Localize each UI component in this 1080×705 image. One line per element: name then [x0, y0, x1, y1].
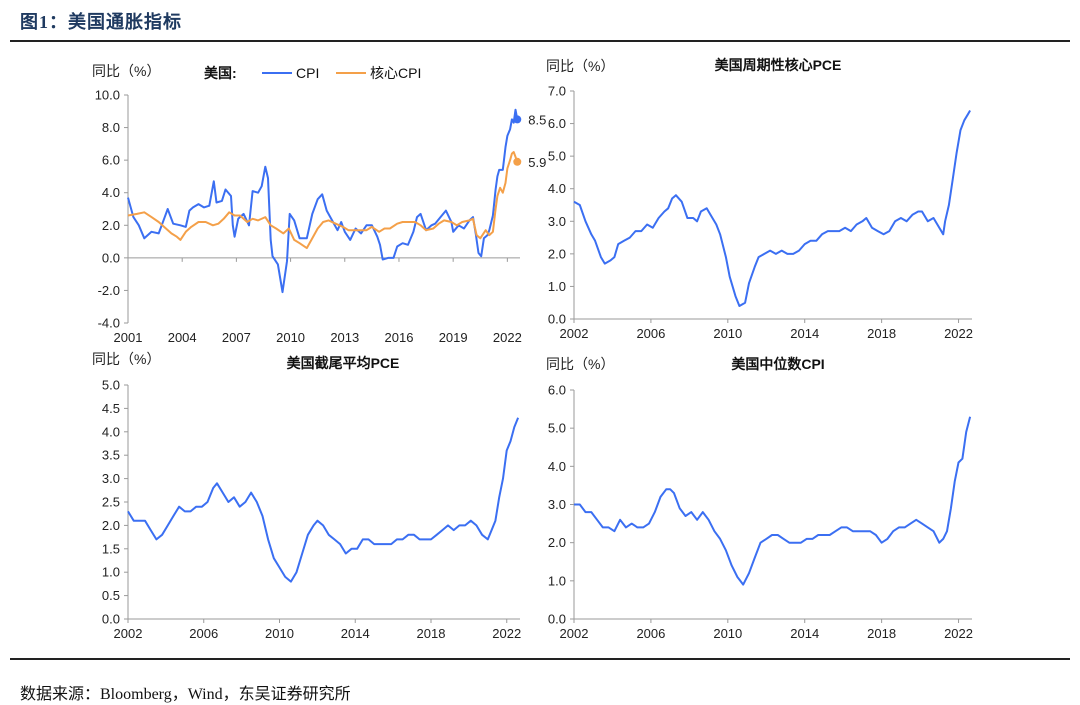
x-tick-label: 2002 — [114, 626, 143, 641]
y-axis-label: 同比（%） — [546, 356, 614, 372]
chart-2: 同比（%） 美国周期性核心PCE 0.0 1.0 2.0 3.0 4.0 5.0 6.0 7.0 2… — [546, 57, 973, 341]
y-tick-label: 2.0 — [548, 535, 566, 550]
y-tick-label: 4.0 — [102, 424, 120, 439]
chart-title: 美国截尾平均PCE — [287, 355, 400, 371]
x-tick-label: 2014 — [790, 326, 819, 341]
end-marker-2 — [513, 157, 522, 166]
x-tick-label: 2004 — [168, 330, 197, 345]
y-tick-label: 3.5 — [102, 448, 120, 463]
y-axis-label: 同比（%） — [92, 63, 160, 79]
end-value-label-1: 8.5 — [528, 112, 546, 127]
x-tick-label: 2019 — [439, 330, 468, 345]
y-tick-label: 1.5 — [102, 541, 120, 556]
chart-title: 美国周期性核心PCE — [715, 57, 842, 73]
y-tick-label: 0.0 — [102, 612, 120, 627]
x-tick-label: 2022 — [944, 326, 973, 341]
series-line-1 — [127, 417, 520, 583]
x-tick-label: 2018 — [417, 626, 446, 641]
y-tick-label: 0.5 — [102, 588, 120, 603]
x-tick-label: 2001 — [114, 330, 143, 345]
series-line-2 — [127, 151, 519, 250]
y-tick-label: 0.0 — [548, 612, 566, 627]
series-line-1 — [574, 416, 972, 586]
series-line-1 — [573, 110, 971, 307]
y-tick-label: 6.0 — [548, 116, 566, 131]
x-tick-label: 2010 — [276, 330, 305, 345]
y-tick-label: 5.0 — [102, 378, 120, 393]
y-axis-label: 同比（%） — [92, 351, 160, 367]
end-marker-1 — [513, 115, 522, 124]
y-tick-label: 4.0 — [548, 459, 566, 474]
y-tick-label: 3.0 — [548, 497, 566, 512]
y-axis-label: 同比（%） — [546, 58, 614, 74]
y-tick-label: 10.0 — [95, 88, 120, 103]
chart-3: 同比（%） 美国截尾平均PCE 0.0 0.5 1.0 1.5 2.0 2.5 3.0 3.5 4.… — [92, 351, 521, 641]
x-tick-label: 2006 — [189, 626, 218, 641]
y-tick-label: 4.0 — [548, 181, 566, 196]
y-tick-label: 8.0 — [102, 120, 120, 135]
y-tick-label: 4.5 — [102, 401, 120, 416]
y-tick-label: 0.0 — [548, 312, 566, 327]
y-tick-label: 6.0 — [102, 153, 120, 168]
y-tick-label: 1.0 — [102, 565, 120, 580]
y-tick-label: 2.0 — [102, 518, 120, 533]
y-tick-label: 2.5 — [102, 495, 120, 510]
x-tick-label: 2014 — [341, 626, 370, 641]
x-tick-label: 2018 — [867, 626, 896, 641]
x-tick-label: 2010 — [713, 326, 742, 341]
y-tick-label: 6.0 — [548, 383, 566, 398]
y-tick-label: 4.0 — [102, 185, 120, 200]
x-tick-label: 2022 — [492, 626, 521, 641]
y-tick-label: 3.0 — [548, 214, 566, 229]
source-note: 数据来源：Bloomberg，Wind，东吴证券研究所 — [20, 686, 351, 703]
x-tick-label: 2022 — [944, 626, 973, 641]
x-tick-label: 2018 — [867, 326, 896, 341]
figure-title: 图1：美国通胀指标 — [20, 12, 182, 32]
x-tick-label: 2002 — [560, 626, 589, 641]
chart-title: 美国中位数CPI — [731, 356, 824, 372]
x-tick-label: 2013 — [330, 330, 359, 345]
series-line-1 — [127, 108, 519, 294]
x-tick-label: 2022 — [493, 330, 522, 345]
y-tick-label: 7.0 — [548, 84, 566, 99]
x-tick-label: 2002 — [560, 326, 589, 341]
y-tick-label: 5.0 — [548, 421, 566, 436]
chart-1: 同比（%） -4.0 -2.0 0.0 2.0 4.0 6.0 8.0 10.0 2001 2004… — [92, 63, 546, 345]
x-tick-label: 2010 — [265, 626, 294, 641]
bottom-rule — [10, 658, 1070, 660]
y-tick-label: 1.0 — [548, 279, 566, 294]
x-tick-label: 2007 — [222, 330, 251, 345]
x-tick-label: 2006 — [636, 626, 665, 641]
y-tick-label: 1.0 — [548, 573, 566, 588]
legend-label-2: 核心CPI — [370, 65, 421, 81]
top-rule — [10, 40, 1070, 42]
y-tick-label: -4.0 — [98, 316, 120, 331]
legend-label-1: CPI — [296, 65, 319, 81]
x-tick-label: 2006 — [636, 326, 665, 341]
x-tick-label: 2014 — [790, 626, 819, 641]
y-tick-label: 5.0 — [548, 149, 566, 164]
x-tick-label: 2016 — [385, 330, 414, 345]
y-tick-label: -2.0 — [98, 283, 120, 298]
y-tick-label: 3.0 — [102, 471, 120, 486]
y-tick-label: 2.0 — [548, 246, 566, 261]
y-tick-label: 0.0 — [102, 250, 120, 265]
end-value-label-2: 5.9 — [528, 155, 546, 170]
y-tick-label: 2.0 — [102, 218, 120, 233]
chart-4: 同比（%） 美国中位数CPI 0.0 1.0 2.0 3.0 4.0 5.0 6.0 2002 20… — [546, 356, 973, 641]
legend-title: 美国: — [204, 65, 237, 81]
x-tick-label: 2010 — [713, 626, 742, 641]
